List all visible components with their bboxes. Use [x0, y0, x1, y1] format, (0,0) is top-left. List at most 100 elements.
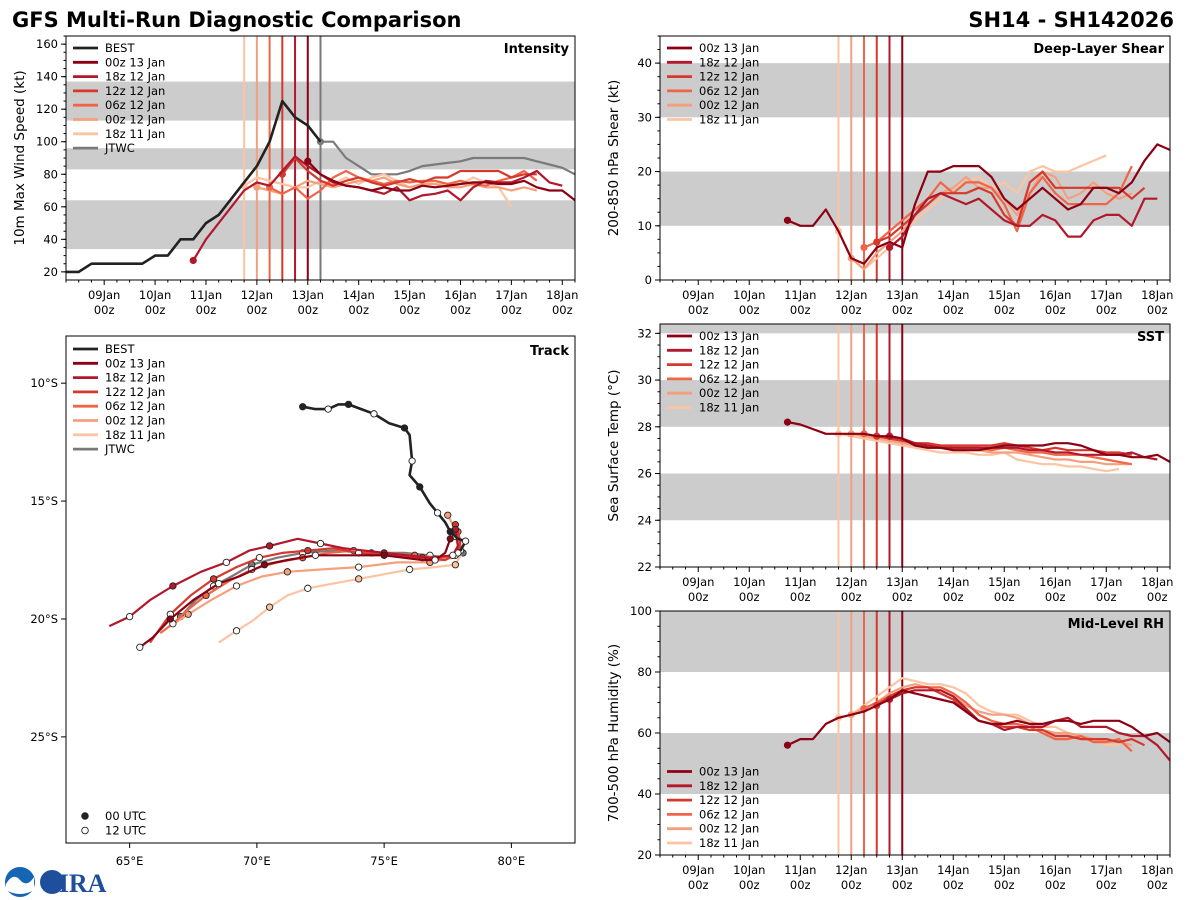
- sst-series-18z-11-jan: [838, 432, 1120, 473]
- intensity-legend-label: 12z 12 Jan: [105, 84, 165, 98]
- shear-start-marker-06z-12-jan: [860, 243, 868, 252]
- rh-legend-label: 00z 13 Jan: [699, 765, 759, 779]
- track-legend-label: 12z 12 Jan: [105, 385, 165, 399]
- rh-band-0: [660, 733, 1170, 794]
- intensity-xtick-label: 15Jan: [393, 288, 425, 302]
- track-marker-best: [400, 424, 409, 432]
- intensity-legend-label: 00z 13 Jan: [105, 55, 165, 69]
- track-marker-00z-12-jan: [283, 568, 292, 576]
- intensity-legend-label: 00z 12 Jan: [105, 113, 165, 127]
- rh-band-1: [660, 611, 1170, 672]
- sst-xtick-label: 12Jan: [835, 575, 867, 589]
- sst-xtick-label: 16Jan: [1039, 575, 1071, 589]
- shear-xtick-label: 12Jan: [835, 288, 867, 302]
- track-marker-00z-12-jan: [444, 511, 452, 519]
- track-marker-18z-12-jan: [125, 612, 134, 621]
- rh-series-00z-13-jan: [787, 689, 1170, 747]
- track-marker-18z-11-jan: [232, 627, 241, 635]
- intensity-series-jtwc: [320, 140, 575, 176]
- rh-legend-label: 18z 12 Jan: [699, 779, 759, 793]
- rh-xtick-label-hour: 00z: [994, 878, 1015, 892]
- rh-series-18z-12-jan: [889, 689, 1170, 762]
- shear-start-marker-00z-13-jan: [783, 216, 792, 224]
- shear-xtick-label: 16Jan: [1039, 288, 1071, 302]
- rh-legend-label: 18z 11 Jan: [699, 836, 759, 850]
- track-panel-title: Track: [530, 344, 569, 359]
- track-series-12z-12-jan: [149, 524, 462, 644]
- intensity-series-18z-12-jan: [192, 155, 563, 262]
- intensity-legend-label: 18z 12 Jan: [105, 70, 165, 84]
- sst-start-marker-00z-13-jan: [783, 418, 792, 426]
- sst-xtick-label-hour: 00z: [892, 590, 913, 604]
- track-marker-18z-12-jan: [316, 539, 325, 548]
- track-marker-best: [344, 400, 353, 409]
- intensity-xtick-label: 18Jan: [546, 288, 578, 302]
- shear-ytick-label: 0: [645, 273, 652, 287]
- intensity-xtick-label: 13Jan: [292, 288, 324, 302]
- shear-xtick-label-hour: 00z: [739, 303, 760, 317]
- intensity-xtick-label-hour: 00z: [145, 303, 166, 317]
- shear-ytick-label: 30: [637, 110, 652, 124]
- sst-xtick-label-hour: 00z: [943, 590, 964, 604]
- shear-xtick-label: 11Jan: [784, 288, 816, 302]
- rh-xtick-label: 18Jan: [1141, 863, 1173, 877]
- track-marker-00z-12-jan: [355, 563, 363, 571]
- track-marker-best: [299, 403, 307, 411]
- rh-xtick-label: 11Jan: [784, 863, 816, 877]
- track-marker-best: [461, 537, 470, 545]
- shear-start-marker-18z-12-jan: [885, 243, 894, 252]
- track-marker-legend-symbol: [81, 826, 89, 835]
- intensity-start-marker-18z-12-jan: [189, 256, 197, 265]
- rh-legend-label: 06z 12 Jan: [699, 807, 759, 821]
- sst-xtick-label-hour: 00z: [1096, 590, 1117, 604]
- intensity-legend-label: BEST: [105, 41, 135, 55]
- shear-xtick-label-hour: 00z: [1096, 303, 1117, 317]
- track-marker-best: [433, 509, 442, 517]
- intensity-xtick-label-hour: 00z: [297, 303, 318, 317]
- sst-ytick-label: 28: [637, 420, 652, 434]
- intensity-ytick-label: 100: [36, 135, 58, 149]
- track-marker-legend-label: 00 UTC: [105, 809, 146, 823]
- shear-legend-label: 00z 13 Jan: [699, 41, 759, 55]
- sst-panel: 22242628303209Jan00z10Jan00z11Jan00z12Ja…: [606, 323, 1173, 604]
- sst-ytick-label: 24: [637, 513, 652, 527]
- rh-plot-area: [660, 611, 1170, 855]
- rh-ylabel: 700-500 hPa Humidity (%): [606, 644, 622, 822]
- shear-series-06z-12-jan: [863, 165, 1133, 249]
- track-marker-00z-13-jan: [311, 551, 320, 559]
- intensity-xtick-label-hour: 00z: [247, 303, 268, 317]
- rh-start-marker-00z-13-jan: [783, 741, 792, 749]
- sst-ytick-label: 32: [637, 326, 652, 340]
- shear-xtick-label-hour: 00z: [892, 303, 913, 317]
- rh-ytick-label: 80: [637, 665, 652, 679]
- intensity-ytick-label: 120: [36, 102, 58, 116]
- intensity-ytick-label: 160: [36, 37, 58, 51]
- shear-start-marker-12z-12-jan: [873, 238, 881, 246]
- intensity-start-marker-00z-13-jan: [304, 157, 312, 165]
- track-marker-00z-13-jan: [260, 561, 269, 569]
- track-marker-best: [416, 483, 424, 491]
- sst-ytick-label: 26: [637, 467, 652, 481]
- shear-xtick-label: 18Jan: [1141, 288, 1173, 302]
- intensity-ytick-label: 140: [36, 70, 58, 84]
- sst-legend-label: 00z 13 Jan: [699, 329, 759, 343]
- intensity-legend-label: JTWC: [104, 141, 135, 155]
- sst-ytick-label: 22: [637, 560, 652, 574]
- shear-band-1: [660, 63, 1170, 118]
- sst-band-2: [660, 324, 1170, 334]
- track-marker-best: [324, 405, 332, 413]
- rh-xtick-label: 10Jan: [733, 863, 765, 877]
- intensity-series-00z-12-jan: [256, 176, 538, 195]
- track-marker-00z-12-jan: [184, 610, 192, 618]
- track-marker-best: [370, 410, 378, 418]
- rh-ytick-label: 20: [637, 848, 652, 862]
- shear-ylabel: 200-850 hPa Shear (kt): [606, 80, 622, 237]
- intensity-xtick-label-hour: 00z: [450, 303, 471, 317]
- shear-ytick-label: 40: [637, 56, 652, 70]
- track-marker-00z-13-jan: [215, 579, 223, 588]
- intensity-start-marker-00z-12-jan: [253, 183, 261, 191]
- shear-xtick-label-hour: 00z: [790, 303, 811, 317]
- intensity-xtick-label-hour: 00z: [348, 303, 369, 317]
- rh-legend-label: 00z 12 Jan: [699, 822, 759, 836]
- rh-xtick-label-hour: 00z: [688, 878, 709, 892]
